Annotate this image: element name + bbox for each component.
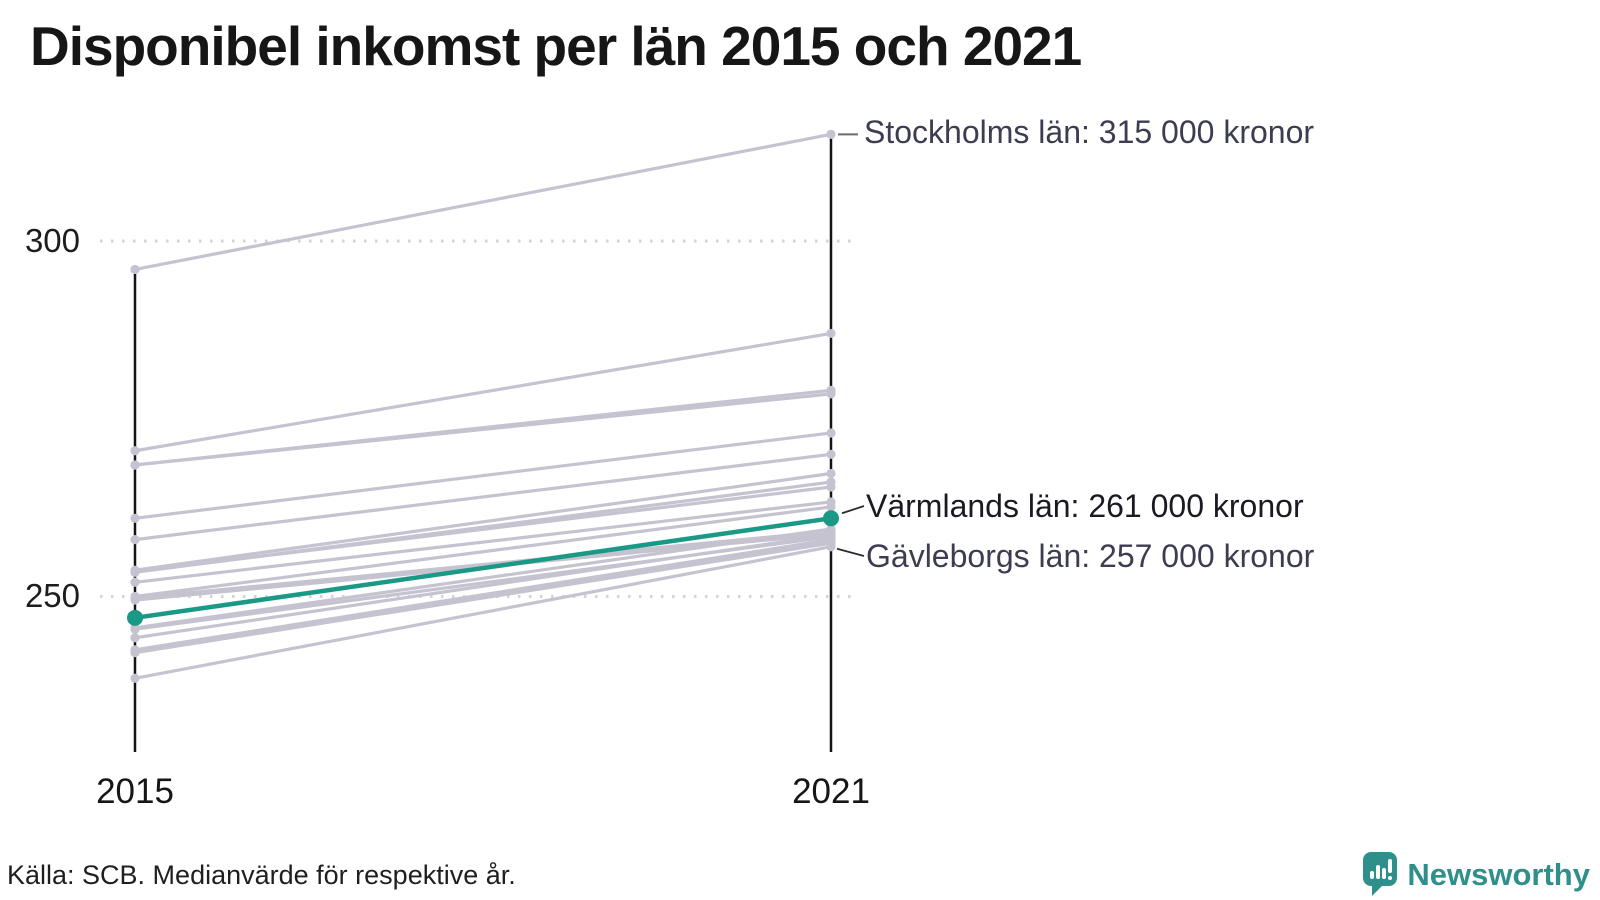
annotation-varmland: Värmlands län: 261 000 kronor bbox=[866, 488, 1304, 524]
x-label-2021: 2021 bbox=[792, 772, 870, 811]
annotation-gavleborg: Gävleborgs län: 257 000 kronor bbox=[866, 538, 1315, 574]
y-tick-300: 300 bbox=[24, 222, 80, 259]
newsworthy-speech-bubble-icon bbox=[1363, 852, 1398, 896]
y-tick-250: 250 bbox=[24, 577, 80, 614]
x-label-2015: 2015 bbox=[96, 772, 174, 811]
chart-title: Disponibel inkomst per län 2015 och 2021 bbox=[30, 15, 1082, 77]
annotation-stockholm: Stockholms län: 315 000 kronor bbox=[864, 114, 1315, 150]
source-note: Källa: SCB. Medianvärde för respektive å… bbox=[7, 860, 516, 890]
newsworthy-wordmark: Newsworthy bbox=[1407, 857, 1590, 892]
newsworthy-logo: Newsworthy bbox=[1363, 852, 1590, 898]
